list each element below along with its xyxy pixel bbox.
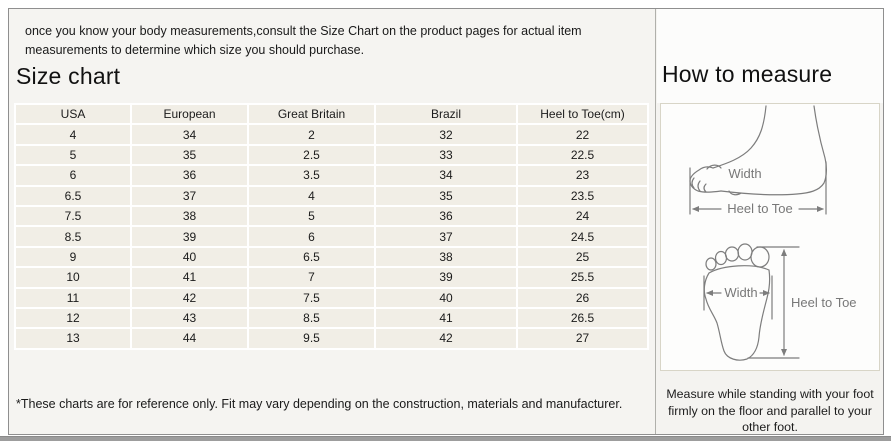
foot-sole-view-icon <box>703 243 800 361</box>
size-cell: 5 <box>14 143 132 167</box>
size-cell: 44 <box>130 327 249 350</box>
size-cell: 41 <box>374 306 518 330</box>
foot-measurement-diagram: Width Heel to Toe <box>689 105 857 361</box>
size-cell: 22 <box>516 123 649 146</box>
size-table: USA European Great Britain Brazil Heel to To… <box>14 102 649 350</box>
size-cell: 26.5 <box>516 306 649 330</box>
size-cell: 39 <box>130 225 249 248</box>
size-cell: 23 <box>516 164 649 187</box>
size-cell: 24 <box>516 204 649 228</box>
column-header: Brazil <box>374 102 518 126</box>
size-cell: 4 <box>247 184 376 207</box>
reference-footnote: *These charts are for reference only. Fi… <box>16 397 623 411</box>
table-row: 11 42 7.5 40 26 <box>14 286 649 309</box>
page-frame: once you know your body measurements,con… <box>8 8 884 435</box>
size-cell: 9.5 <box>247 327 376 350</box>
size-cell: 6 <box>247 225 376 248</box>
table-row: 13 44 9.5 42 27 <box>14 327 649 350</box>
size-cell: 34 <box>130 123 249 146</box>
size-cell: 38 <box>374 245 518 269</box>
size-cell: 5 <box>247 204 376 228</box>
size-cell: 8.5 <box>14 225 132 248</box>
table-row: 7.5 38 5 36 24 <box>14 204 649 228</box>
size-cell: 10 <box>14 266 132 289</box>
table-body: 4 34 2 32 22 5 35 2.5 33 22.5 6 36 3.5 34 23 6.5 37 4 35 23… <box>14 123 649 350</box>
bottom-divider-bar <box>0 436 891 441</box>
size-cell: 25 <box>516 245 649 269</box>
size-cell: 6 <box>14 164 132 187</box>
size-cell: 42 <box>130 286 249 309</box>
size-cell: 8.5 <box>247 306 376 330</box>
how-to-measure-title: How to measure <box>662 61 833 87</box>
size-cell: 9 <box>14 245 132 269</box>
size-cell: 36 <box>374 204 518 228</box>
size-cell: 24.5 <box>516 225 649 248</box>
size-cell: 23.5 <box>516 184 649 207</box>
size-cell: 34 <box>374 164 518 187</box>
size-cell: 7.5 <box>247 286 376 309</box>
size-cell: 11 <box>14 286 132 309</box>
size-cell: 4 <box>14 123 132 146</box>
table-row: 6.5 37 4 35 23.5 <box>14 184 649 207</box>
size-cell: 40 <box>130 245 249 269</box>
size-cell: 32 <box>374 123 518 146</box>
size-cell: 22.5 <box>516 143 649 167</box>
size-cell: 43 <box>130 306 249 330</box>
table-row: 12 43 8.5 41 26.5 <box>14 306 649 330</box>
size-chart-title: Size chart <box>16 63 121 89</box>
table-row: 10 41 7 39 25.5 <box>14 266 649 289</box>
column-header: Great Britain <box>247 102 376 126</box>
size-cell: 7.5 <box>14 204 132 228</box>
size-cell: 3.5 <box>247 164 376 187</box>
column-header: USA <box>14 102 132 126</box>
measurement-diagram-box: Width Heel to Toe <box>660 103 880 371</box>
size-cell: 13 <box>14 327 132 350</box>
size-cell: 37 <box>130 184 249 207</box>
size-cell: 39 <box>374 266 518 289</box>
column-header: Heel to Toe(cm) <box>516 102 649 126</box>
size-cell: 6.5 <box>14 184 132 207</box>
size-cell: 27 <box>516 327 649 350</box>
intro-text: once you know your body measurements,con… <box>25 24 582 58</box>
table-row: 5 35 2.5 33 22.5 <box>14 143 649 167</box>
panel-heading-area <box>657 9 883 103</box>
size-cell: 33 <box>374 143 518 167</box>
how-to-measure-panel: How to measure <box>655 9 883 434</box>
foot-side-view-icon <box>689 105 827 215</box>
side-view-width-label: Width <box>728 166 761 181</box>
size-cell: 2 <box>247 123 376 146</box>
table-header-row: USA European Great Britain Brazil Heel to To… <box>14 102 649 126</box>
sole-view-heel-to-toe-label: Heel to Toe <box>791 295 857 310</box>
column-header: European <box>130 102 249 126</box>
sole-view-width-label: Width <box>724 285 757 300</box>
size-cell: 25.5 <box>516 266 649 289</box>
size-cell: 41 <box>130 266 249 289</box>
size-cell: 12 <box>14 306 132 330</box>
size-cell: 38 <box>130 204 249 228</box>
size-cell: 36 <box>130 164 249 187</box>
table-row: 8.5 39 6 37 24.5 <box>14 225 649 248</box>
size-cell: 2.5 <box>247 143 376 167</box>
size-cell: 42 <box>374 327 518 350</box>
table-row: 6 36 3.5 34 23 <box>14 164 649 187</box>
size-cell: 35 <box>374 184 518 207</box>
side-view-heel-to-toe-label: Heel to Toe <box>727 201 793 216</box>
table-row: 4 34 2 32 22 <box>14 123 649 146</box>
size-cell: 37 <box>374 225 518 248</box>
size-cell: 6.5 <box>247 245 376 269</box>
measure-instruction: Measure while standing with your foot fi… <box>666 387 874 435</box>
size-cell: 35 <box>130 143 249 167</box>
table-row: 9 40 6.5 38 25 <box>14 245 649 269</box>
size-cell: 26 <box>516 286 649 309</box>
size-cell: 7 <box>247 266 376 289</box>
size-cell: 40 <box>374 286 518 309</box>
